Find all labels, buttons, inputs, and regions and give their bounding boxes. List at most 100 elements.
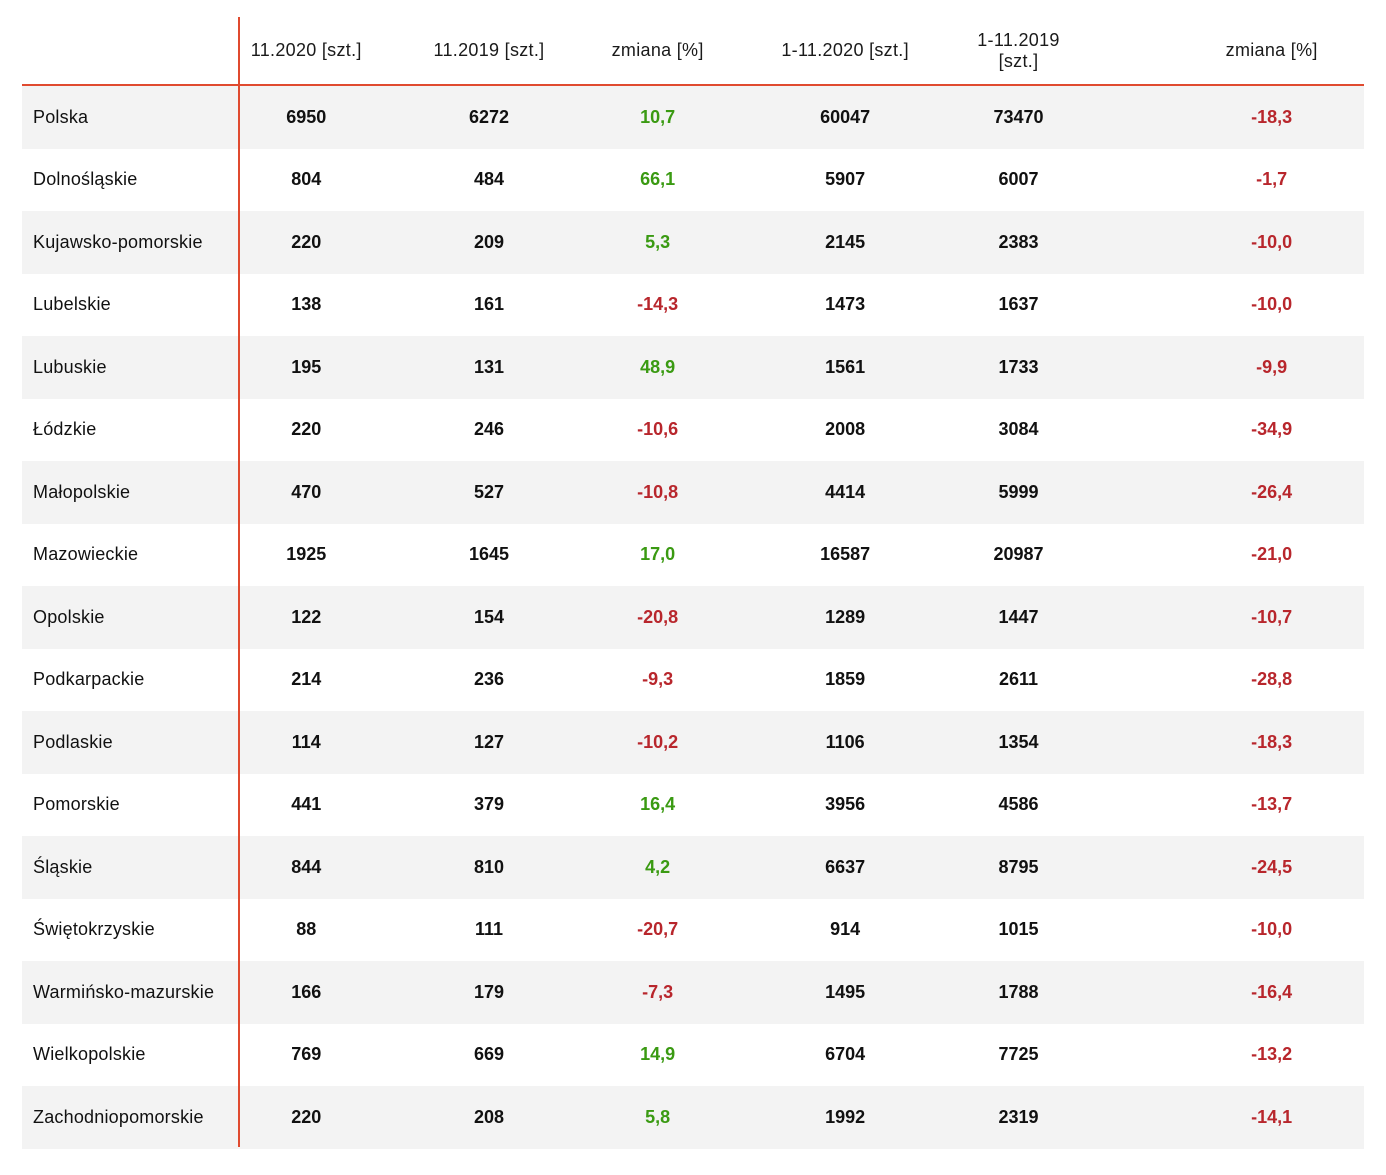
month-change-cell: 16,4 [640, 794, 676, 815]
ytd-2019-cell: 1354 [998, 731, 1039, 752]
month-2019-cell: 131 [473, 356, 505, 377]
table-row: Świętokrzyskie 88 111 -20,7 914 1015 -10,0 [22, 899, 1364, 962]
table-row: Podlaskie 114 127 -10,2 1106 1354 -18,3 [22, 711, 1364, 774]
header-ytd-2020: 1-11.2020 [szt.] [781, 40, 909, 60]
month-change-cell: -14,3 [637, 294, 679, 315]
table-row: Podkarpackie 214 236 -9,3 1859 2611 -28,8 [22, 649, 1364, 712]
ytd-2019-cell: 5999 [998, 481, 1039, 502]
table-row: Śląskie 844 810 4,2 6637 8795 -24,5 [22, 836, 1364, 899]
month-2019-cell: 208 [473, 1106, 505, 1127]
ytd-change-cell: -26,4 [1251, 481, 1293, 502]
month-change-cell: -10,2 [637, 731, 679, 752]
ytd-2020-cell: 1289 [825, 606, 866, 627]
table-row: Lubuskie 195 131 48,9 1561 1733 -9,9 [22, 336, 1364, 399]
ytd-2020-cell: 6637 [825, 856, 866, 877]
table-row: Lubelskie 138 161 -14,3 1473 1637 -10,0 [22, 274, 1364, 337]
ytd-change-cell: -14,1 [1251, 1106, 1293, 1127]
month-2020-cell: 214 [291, 669, 322, 690]
ytd-change-cell: -21,0 [1251, 544, 1293, 565]
month-2020-cell: 195 [291, 356, 322, 377]
ytd-2020-cell: 1859 [825, 669, 866, 690]
ytd-change-cell: -10,0 [1251, 919, 1293, 940]
region-name-cell: Małopolskie [33, 481, 131, 502]
ytd-2020-cell: 5907 [825, 169, 866, 190]
month-2019-cell: 484 [473, 169, 505, 190]
ytd-change-cell: -1,7 [1256, 169, 1288, 190]
ytd-2019-cell: 1733 [998, 356, 1039, 377]
ytd-2020-cell: 1473 [825, 294, 866, 315]
month-change-cell: 4,2 [645, 856, 671, 877]
ytd-2020-cell: 16587 [820, 544, 871, 565]
ytd-2020-cell: 60047 [820, 106, 871, 127]
table-row: Małopolskie 470 527 -10,8 4414 5999 -26,4 [22, 461, 1364, 524]
month-2019-cell: 111 [474, 919, 504, 940]
table-row: Wielkopolskie 769 669 14,9 6704 7725 -13,2 [22, 1024, 1364, 1087]
month-change-cell: -10,6 [637, 419, 679, 440]
ytd-2020-cell: 2145 [825, 231, 866, 252]
month-change-cell: -20,8 [637, 606, 679, 627]
ytd-2020-cell: 2008 [825, 419, 866, 440]
month-2019-cell: 810 [473, 856, 505, 877]
region-name-cell: Wielkopolskie [33, 1044, 146, 1065]
ytd-2019-cell: 4586 [998, 794, 1039, 815]
month-2020-cell: 220 [291, 231, 322, 252]
month-2019-cell: 154 [473, 606, 505, 627]
month-change-cell: -20,7 [637, 919, 679, 940]
month-change-cell: 14,9 [640, 1044, 676, 1065]
header-month-change: zmiana [%] [611, 40, 704, 60]
ytd-2020-cell: 6704 [825, 1044, 866, 1065]
table-body: Polska 6950 6272 10,7 60047 73470 -18,3 Dolnośl… [22, 86, 1364, 1149]
region-name-cell: Podkarpackie [33, 669, 145, 690]
ytd-change-cell: -10,0 [1251, 231, 1293, 252]
month-2020-cell: 844 [291, 856, 322, 877]
ytd-2019-cell: 7725 [998, 1044, 1039, 1065]
month-2019-cell: 379 [473, 794, 505, 815]
ytd-2020-cell: 914 [830, 919, 861, 940]
month-change-cell: 17,0 [640, 544, 676, 565]
month-2019-cell: 179 [473, 981, 505, 1002]
month-2020-cell: 220 [291, 1106, 322, 1127]
ytd-2019-cell: 1788 [998, 981, 1039, 1002]
month-2020-cell: 220 [291, 419, 322, 440]
table-row: Zachodniopomorskie 220 208 5,8 1992 2319 -14,1 [22, 1086, 1364, 1149]
month-change-cell: 5,8 [645, 1106, 671, 1127]
region-name-cell: Lubelskie [33, 294, 111, 315]
ytd-2019-cell: 3084 [998, 419, 1039, 440]
region-name-cell: Mazowieckie [33, 544, 139, 565]
header-ytd-2019: 1-11.2019 [szt.] [977, 29, 1060, 71]
month-2020-cell: 1925 [286, 544, 327, 565]
month-change-cell: 48,9 [640, 356, 676, 377]
month-2020-cell: 769 [291, 1044, 322, 1065]
month-2019-cell: 127 [473, 731, 505, 752]
table-row: Łódzkie 220 246 -10,6 2008 3084 -34,9 [22, 399, 1364, 462]
ytd-change-cell: -28,8 [1251, 669, 1293, 690]
ytd-2019-cell: 73470 [993, 106, 1044, 127]
ytd-change-cell: -24,5 [1251, 856, 1293, 877]
ytd-2019-cell: 1015 [998, 919, 1039, 940]
ytd-2020-cell: 1992 [825, 1106, 866, 1127]
table-row: Mazowieckie 1925 1645 17,0 16587 20987 -21,0 [22, 524, 1364, 587]
ytd-2019-cell: 2611 [998, 669, 1038, 690]
region-name-cell: Śląskie [33, 856, 93, 877]
region-name-cell: Kujawsko-pomorskie [33, 231, 203, 252]
ytd-2020-cell: 1495 [825, 981, 866, 1002]
table-row: Opolskie 122 154 -20,8 1289 1447 -10,7 [22, 586, 1364, 649]
month-2019-cell: 1645 [468, 544, 510, 565]
table-row: Dolnośląskie 804 484 66,1 5907 6007 -1,7 [22, 149, 1364, 212]
month-2020-cell: 88 [296, 919, 317, 940]
month-2020-cell: 138 [291, 294, 322, 315]
month-2019-cell: 236 [473, 669, 505, 690]
header-month-2019: 11.2019 [szt.] [433, 40, 545, 60]
ytd-2020-cell: 3956 [825, 794, 866, 815]
month-2020-cell: 6950 [286, 106, 327, 127]
ytd-2020-cell: 4414 [825, 481, 866, 502]
month-change-cell: -7,3 [642, 981, 674, 1002]
month-2020-cell: 470 [291, 481, 322, 502]
ytd-2019-cell: 2319 [998, 1106, 1039, 1127]
ytd-2019-cell: 2383 [998, 231, 1039, 252]
month-2019-cell: 209 [473, 231, 505, 252]
month-2019-cell: 246 [473, 419, 505, 440]
ytd-change-cell: -18,3 [1251, 731, 1293, 752]
header-month-2020: 11.2020 [szt.] [250, 40, 362, 60]
ytd-2019-cell: 6007 [998, 169, 1039, 190]
